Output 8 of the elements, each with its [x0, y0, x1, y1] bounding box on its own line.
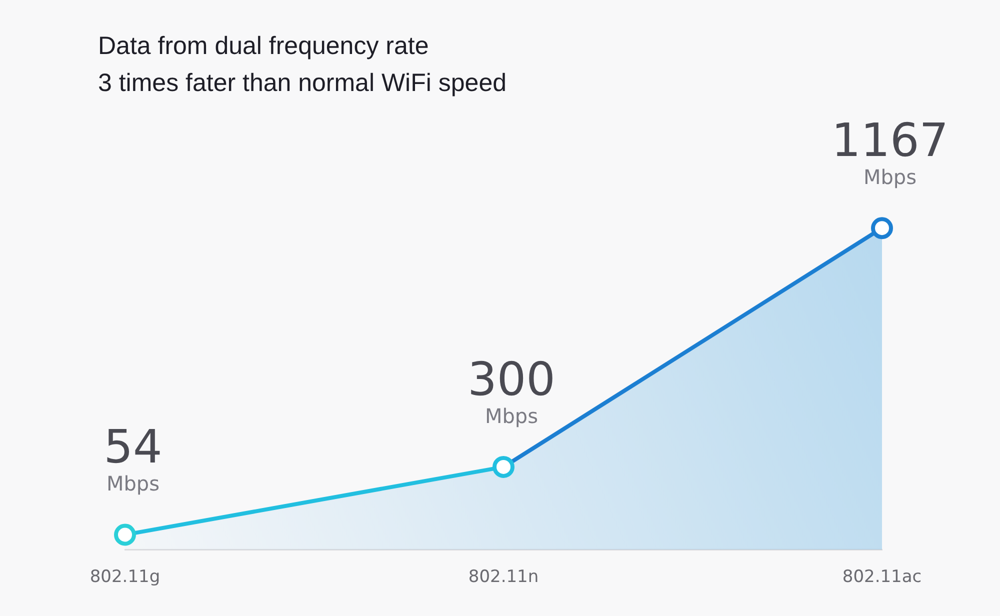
data-label: 300 Mbps [468, 352, 556, 428]
chart-subtitle: 3 times fater than normal WiFi speed [98, 68, 506, 99]
x-tick-label: 802.11ac [842, 567, 922, 588]
data-label: 1167 Mbps [831, 113, 949, 190]
x-tick-label: 802.11g [90, 567, 160, 588]
x-tick-label: 802.11n [468, 567, 539, 588]
data-label: 54 Mbps [104, 420, 162, 496]
chart-title: Data from dual frequency rate [98, 31, 430, 62]
